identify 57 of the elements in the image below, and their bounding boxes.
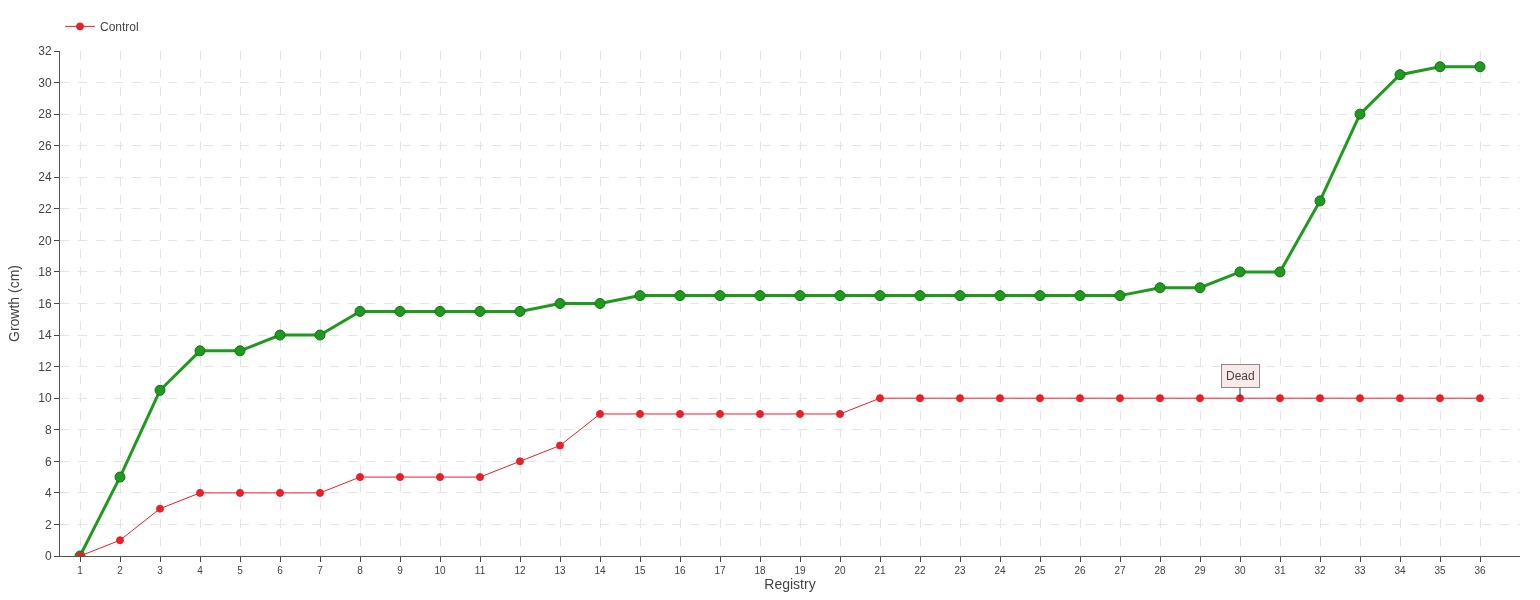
x-tick-label: 6 [277, 565, 284, 576]
x-tick-label: 13 [554, 565, 566, 576]
x-tick-label: 4 [197, 565, 204, 576]
x-tick-label: 22 [914, 565, 926, 576]
x-tick-label: 3 [157, 565, 164, 576]
y-tick-label: 32 [38, 44, 52, 59]
x-tick-label: 12 [514, 565, 526, 576]
x-tick-label: 19 [794, 565, 806, 576]
x-tick-label: 21 [874, 565, 886, 576]
y-tick-label: 30 [38, 75, 52, 90]
x-tick-label: 15 [634, 565, 646, 576]
x-tick-label: 11 [474, 565, 486, 576]
x-tick-label: 9 [397, 565, 404, 576]
x-tick-label: 27 [1114, 565, 1126, 576]
annotation: Dead [1226, 369, 1255, 383]
x-tick-label: 1 [77, 565, 84, 576]
y-tick-label: 18 [38, 265, 52, 280]
y-tick-label: 16 [38, 296, 52, 311]
y-tick-label: 6 [44, 454, 52, 469]
y-tick-label: 4 [44, 486, 52, 501]
x-tick-label: 8 [357, 565, 364, 576]
x-tick-label: 34 [1394, 565, 1406, 576]
x-tick-label: 26 [1074, 565, 1086, 576]
x-tick-label: 5 [237, 565, 244, 576]
x-tick-label: 32 [1314, 565, 1326, 576]
x-tick-label: 23 [954, 565, 966, 576]
x-tick-label: 29 [1194, 565, 1206, 576]
legend-label: Control [100, 20, 139, 35]
x-tick-label: 7 [317, 565, 324, 576]
x-tick-label: 16 [674, 565, 686, 576]
y-tick-label: 20 [38, 233, 52, 248]
x-tick-label: 2 [117, 565, 124, 576]
x-tick-label: 17 [714, 565, 726, 576]
y-axis-title: Growth (cm) [5, 265, 22, 342]
x-tick-label: 10 [434, 565, 446, 576]
x-tick-label: 25 [1034, 565, 1046, 576]
y-tick-label: 22 [38, 202, 52, 217]
x-tick-label: 36 [1474, 565, 1486, 576]
x-tick-label: 33 [1354, 565, 1366, 576]
y-tick-label: 28 [38, 107, 52, 122]
y-tick-label: 0 [44, 549, 52, 564]
x-tick-label: 35 [1434, 565, 1446, 576]
x-tick-label: 14 [594, 565, 606, 576]
y-tick-label: 24 [38, 170, 52, 185]
x-tick-label: 30 [1234, 565, 1246, 576]
y-tick-label: 8 [44, 422, 52, 437]
y-tick-label: 10 [38, 391, 52, 406]
x-tick-label: 31 [1274, 565, 1286, 576]
y-tick-label: 12 [38, 359, 52, 374]
y-tick-label: 2 [44, 517, 52, 532]
x-tick-label: 24 [994, 565, 1006, 576]
y-tick-label: 14 [38, 328, 52, 343]
x-tick-label: 18 [754, 565, 766, 576]
x-tick-label: 28 [1154, 565, 1166, 576]
x-tick-label: 20 [834, 565, 846, 576]
y-tick-label: 26 [38, 138, 52, 153]
x-axis-title: Registry [764, 576, 816, 592]
